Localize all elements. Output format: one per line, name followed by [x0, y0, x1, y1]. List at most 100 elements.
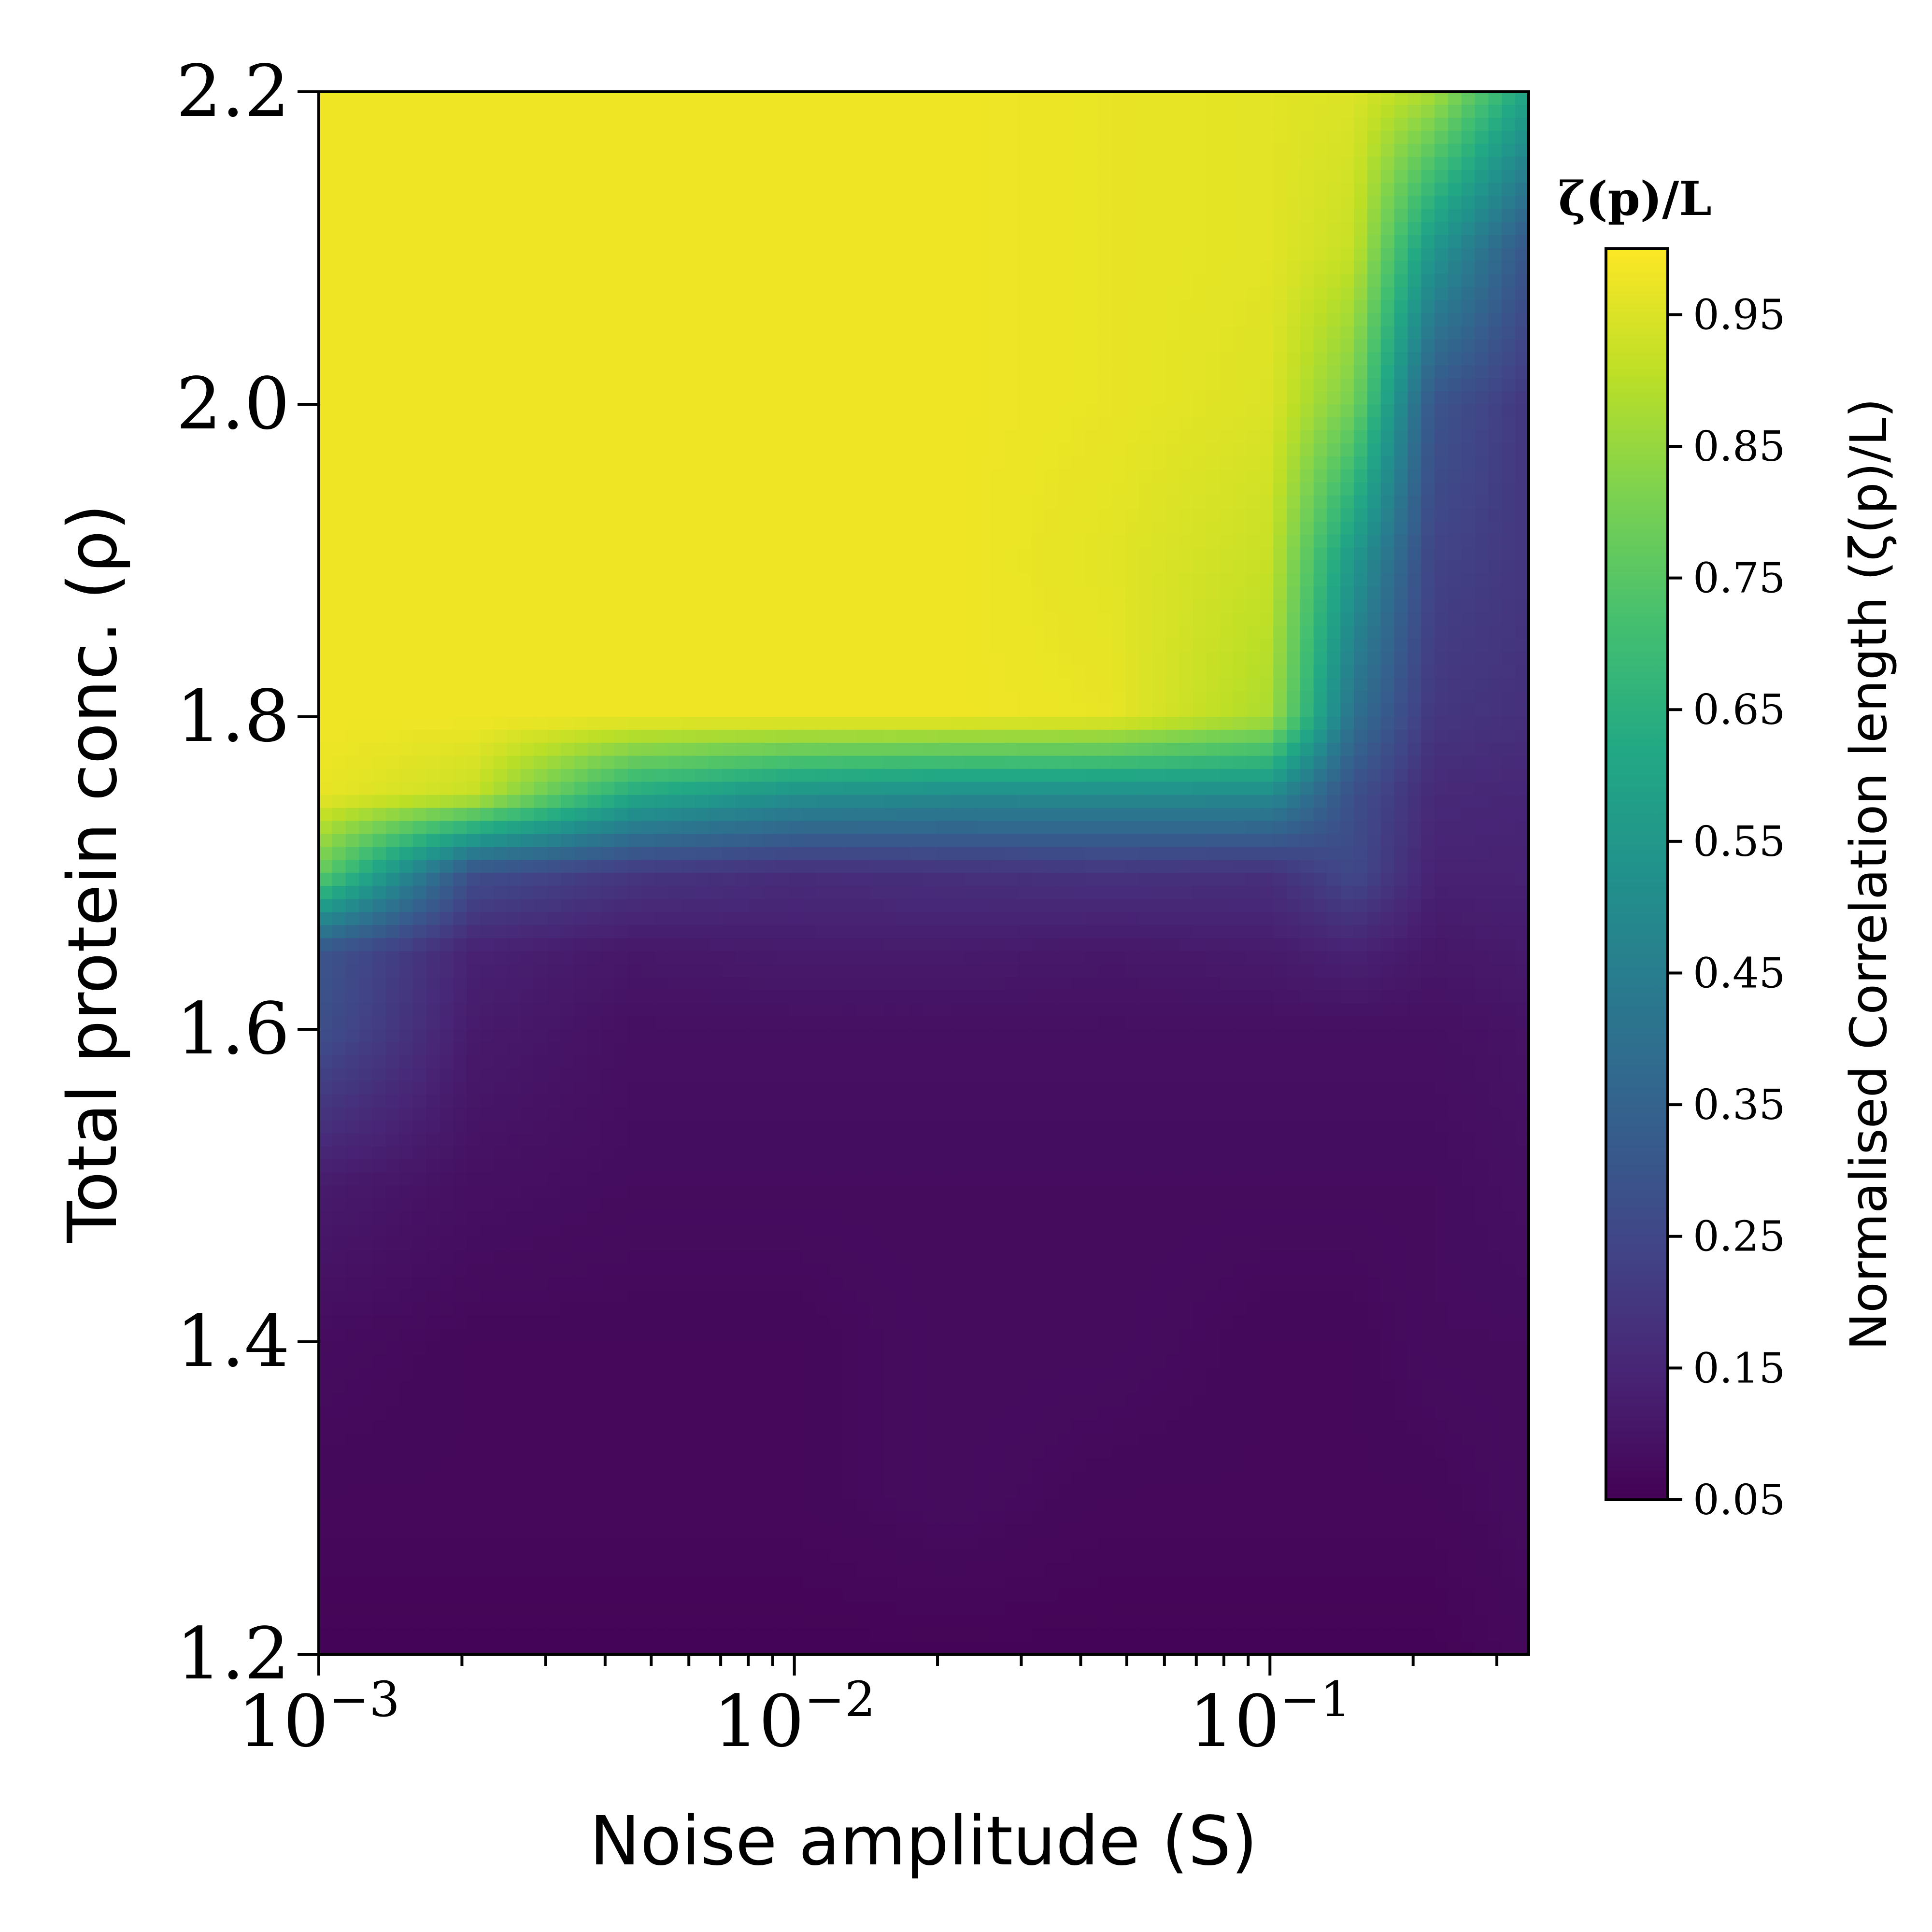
heatmap-cell — [359, 104, 373, 118]
heatmap-cell — [1246, 665, 1261, 679]
heatmap-cell — [1502, 209, 1516, 223]
heatmap-cell — [1421, 521, 1435, 535]
heatmap-cell — [1058, 495, 1072, 509]
heatmap-cell — [991, 378, 1005, 392]
heatmap-cell — [789, 143, 803, 157]
heatmap-cell — [1380, 521, 1395, 535]
heatmap-cell — [1354, 742, 1368, 756]
heatmap-cell — [493, 781, 508, 796]
heatmap-cell — [1461, 261, 1476, 275]
heatmap-cell — [1515, 742, 1529, 756]
heatmap-cell — [534, 248, 548, 262]
heatmap-cell — [359, 469, 373, 483]
heatmap-cell — [1300, 156, 1314, 170]
heatmap-cell — [345, 156, 360, 170]
heatmap-cell — [1380, 625, 1395, 639]
heatmap-cell — [1112, 352, 1126, 366]
heatmap-cell — [722, 495, 736, 509]
heatmap-cell — [1179, 170, 1193, 184]
heatmap-cell — [319, 430, 333, 444]
heatmap-cell — [856, 248, 871, 262]
heatmap-cell — [440, 742, 454, 756]
heatmap-cell — [1206, 92, 1220, 105]
heatmap-cell — [507, 378, 521, 392]
heatmap-cell — [1448, 196, 1462, 210]
heatmap-cell — [1031, 443, 1045, 457]
heatmap-cell — [1165, 443, 1180, 457]
heatmap-cell — [1058, 378, 1072, 392]
heatmap-cell — [1327, 547, 1341, 561]
heatmap-cell — [910, 170, 924, 184]
heatmap-cell — [1004, 209, 1019, 223]
heatmap-cell — [480, 156, 494, 170]
heatmap-cell — [1515, 143, 1529, 157]
heatmap-cell — [641, 313, 655, 327]
heatmap-cell — [762, 469, 777, 483]
heatmap-cell — [735, 665, 750, 679]
heatmap-cell — [1354, 130, 1368, 144]
heatmap-cell — [319, 625, 333, 639]
heatmap-cell — [1313, 469, 1328, 483]
heatmap-cell — [1367, 391, 1381, 405]
heatmap-cell — [1179, 352, 1193, 366]
heatmap-cell — [789, 156, 803, 170]
heatmap-cell — [870, 612, 884, 626]
heatmap-cell — [1179, 729, 1193, 743]
heatmap-cell — [453, 417, 468, 431]
heatmap-cell — [1018, 300, 1032, 314]
heatmap-cell — [1502, 729, 1516, 743]
heatmap-cell — [1058, 482, 1072, 496]
heatmap-cell — [467, 365, 481, 379]
heatmap-cell — [803, 104, 817, 118]
heatmap-cell — [762, 170, 777, 184]
heatmap-cell — [896, 209, 911, 223]
heatmap-cell — [372, 742, 387, 756]
heatmap-cell — [1031, 300, 1045, 314]
heatmap-cell — [870, 625, 884, 639]
heatmap-cell — [896, 729, 911, 743]
heatmap-cell — [843, 365, 857, 379]
heatmap-cell — [1461, 378, 1476, 392]
heatmap-cell — [1380, 639, 1395, 653]
heatmap-cell — [614, 339, 629, 353]
heatmap-cell — [776, 170, 790, 184]
heatmap-cell — [1448, 573, 1462, 587]
heatmap-cell — [1273, 92, 1287, 105]
heatmap-cell — [345, 795, 360, 809]
heatmap-cell — [654, 586, 669, 600]
heatmap-cell — [1475, 586, 1489, 600]
heatmap-cell — [386, 300, 400, 314]
heatmap-cell — [1179, 678, 1193, 692]
heatmap-cell — [1246, 573, 1261, 587]
heatmap-cell — [399, 625, 413, 639]
heatmap-cell — [412, 729, 427, 743]
heatmap-cell — [412, 391, 427, 405]
heatmap-cell — [682, 678, 696, 692]
heatmap-cell — [399, 235, 413, 249]
heatmap-cell — [668, 599, 682, 613]
heatmap-cell — [856, 235, 871, 249]
heatmap-cell — [1313, 248, 1328, 262]
heatmap-cell — [1165, 495, 1180, 509]
heatmap-cell — [1475, 482, 1489, 496]
heatmap-cell — [803, 729, 817, 743]
heatmap-cell — [534, 521, 548, 535]
heatmap-cell — [695, 378, 710, 392]
heatmap-cell — [1502, 755, 1516, 769]
heatmap-cell — [372, 339, 387, 353]
heatmap-cell — [668, 586, 682, 600]
heatmap-cell — [467, 143, 481, 157]
heatmap-cell — [1260, 339, 1274, 353]
heatmap-cell — [359, 625, 373, 639]
heatmap-cell — [829, 117, 844, 131]
heatmap-cell — [1152, 92, 1166, 105]
heatmap-cell — [1300, 586, 1314, 600]
heatmap-cell — [1233, 639, 1247, 653]
heatmap-cell — [1138, 599, 1153, 613]
heatmap-cell — [1219, 378, 1234, 392]
heatmap-cell — [1435, 495, 1449, 509]
heatmap-cell — [1515, 691, 1529, 705]
heatmap-cell — [372, 652, 387, 666]
heatmap-cell — [1287, 352, 1301, 366]
heatmap-cell — [829, 170, 844, 184]
